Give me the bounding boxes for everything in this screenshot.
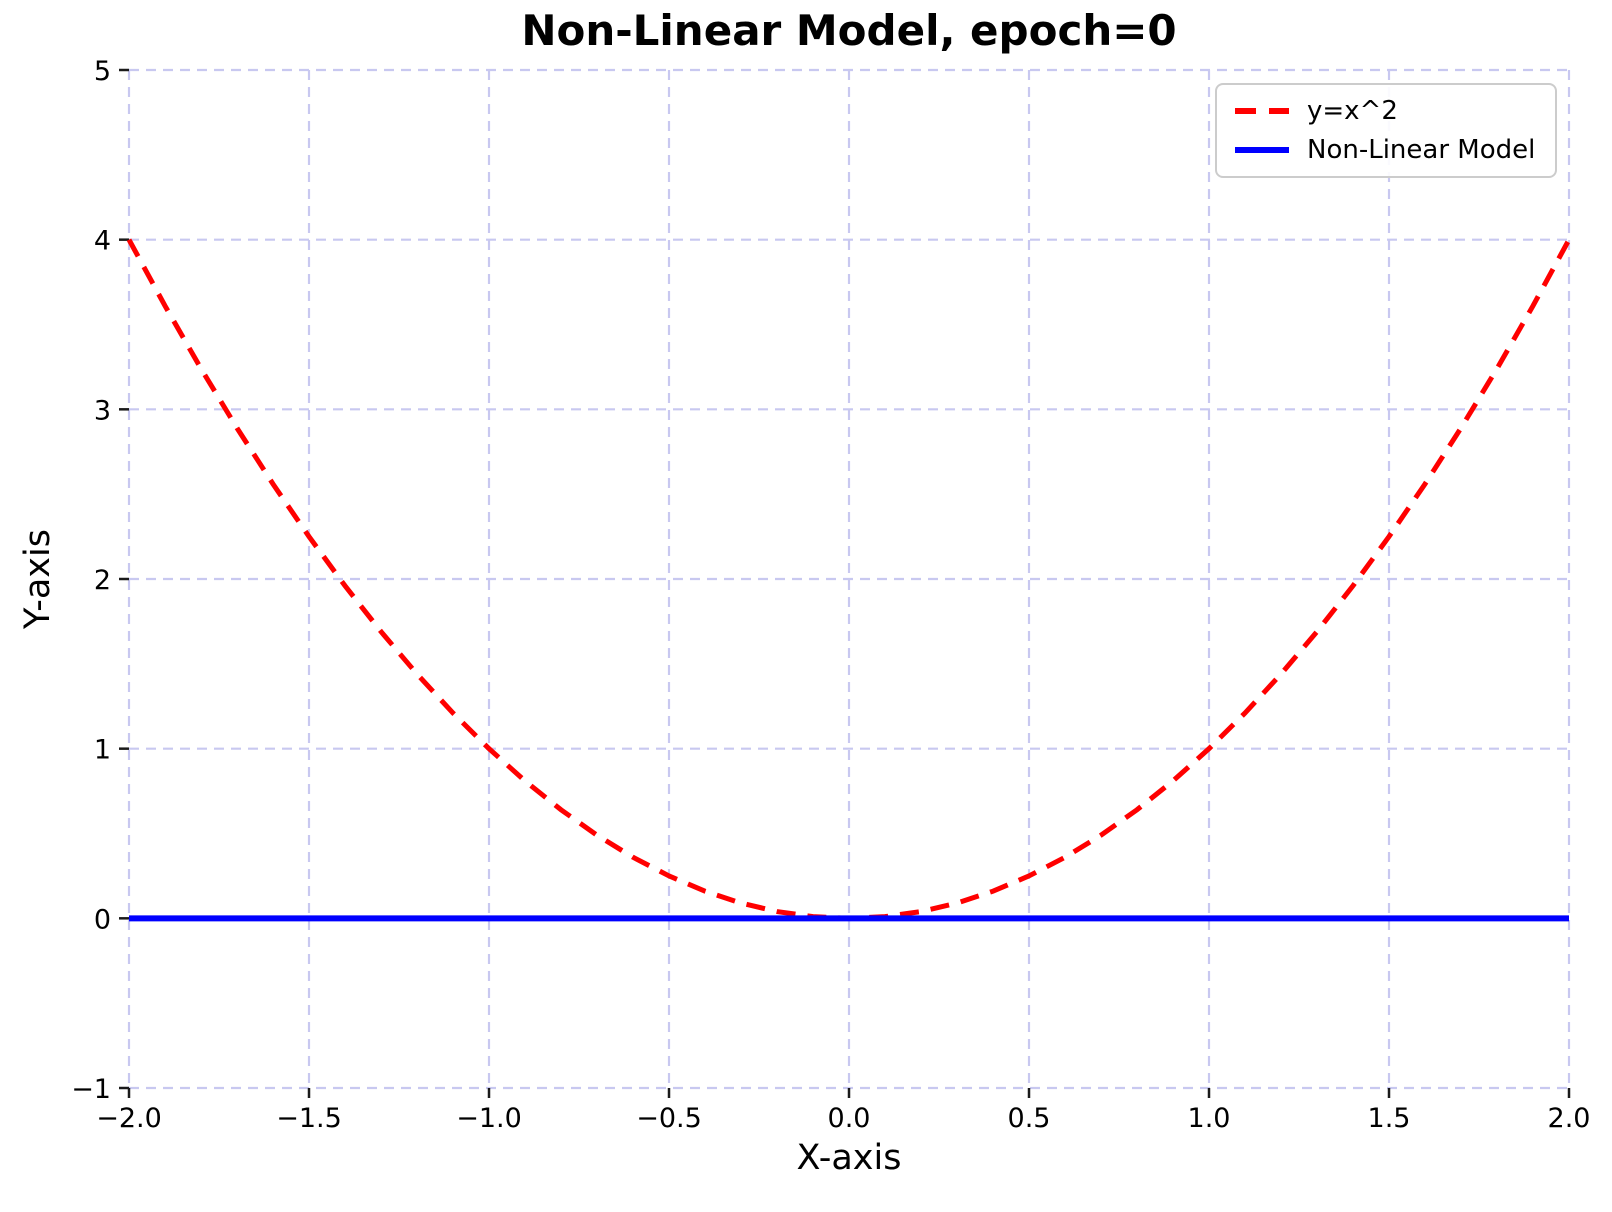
y-tick-label: 2 <box>94 565 111 596</box>
y-tick-label: 0 <box>94 904 111 935</box>
chart-title: Non-Linear Model, epoch=0 <box>521 6 1177 55</box>
legend-item: Non-Linear Model <box>1233 133 1539 167</box>
x-axis-label: X-axis <box>796 1138 902 1178</box>
x-tick-label: −1.0 <box>456 1103 522 1134</box>
legend-label: Non-Linear Model <box>1307 135 1536 165</box>
y-tick-label: −1 <box>71 1074 111 1105</box>
y-tick-label: 5 <box>94 56 111 87</box>
x-tick-label: 0.5 <box>1008 1103 1051 1134</box>
y-tick-label: 3 <box>94 395 111 426</box>
x-tick-label: 0.0 <box>828 1103 871 1134</box>
x-tick-label: 1.0 <box>1188 1103 1231 1134</box>
x-tick-label: −2.0 <box>96 1103 162 1134</box>
legend-solid-line-icon <box>1235 147 1289 153</box>
y-axis-label: Y-axis <box>18 529 58 629</box>
y-tick-label: 1 <box>94 735 111 766</box>
x-tick-label: 1.5 <box>1368 1103 1411 1134</box>
legend-label: y=x^2 <box>1307 96 1398 126</box>
x-tick-label: −1.5 <box>276 1103 342 1134</box>
legend: y=x^2 Non-Linear Model <box>1215 83 1557 178</box>
legend-dashed-line-icon <box>1235 108 1289 114</box>
y-tick-label: 4 <box>94 226 111 257</box>
legend-item: y=x^2 <box>1233 94 1539 128</box>
x-tick-label: −0.5 <box>636 1103 702 1134</box>
x-tick-label: 2.0 <box>1548 1103 1591 1134</box>
